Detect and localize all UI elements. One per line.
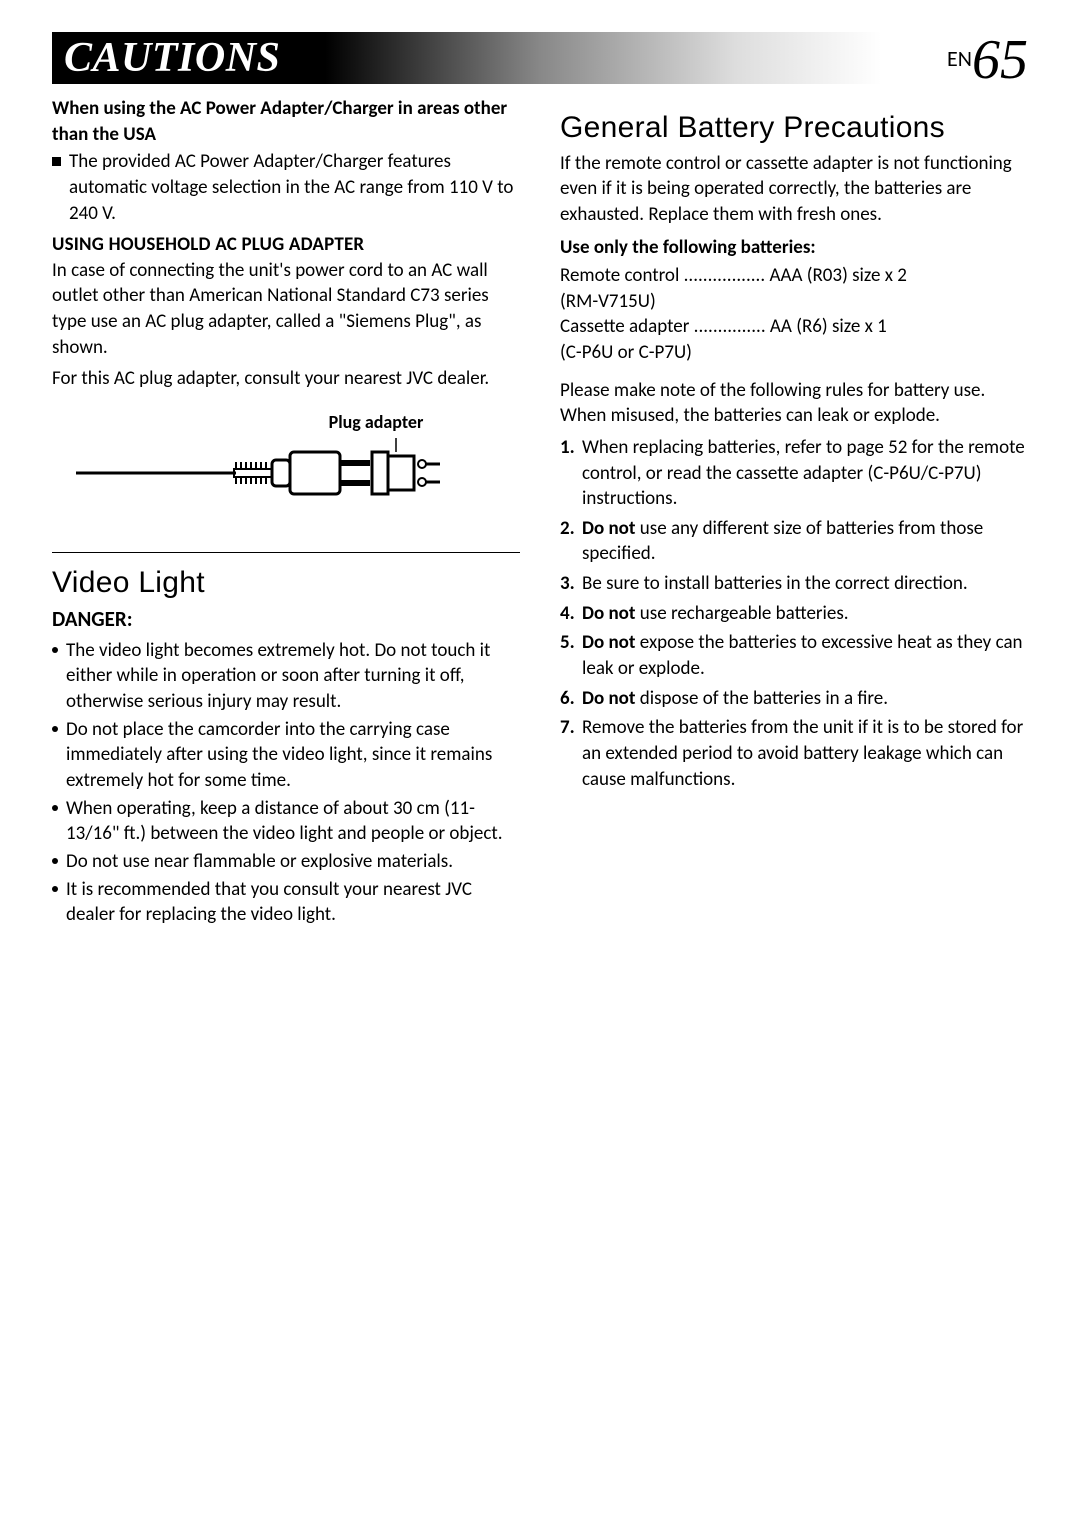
plug-paragraph-2: For this AC plug adapter, consult your n… <box>52 366 520 392</box>
cassette-dots: ............... <box>689 315 770 338</box>
rule-6: 6. Do not dispose of the batteries in a … <box>560 686 1028 712</box>
rule-7-num: 7. <box>560 715 582 741</box>
danger-item: Do not place the camcorder into the carr… <box>52 717 520 794</box>
rule-5-num: 5. <box>560 630 582 656</box>
danger-item-text: The video light becomes extremely hot. D… <box>66 638 520 715</box>
plug-adapter-heading: USING HOUSEHOLD AC PLUG ADAPTER <box>52 232 520 258</box>
page-header: CAUTIONS EN65 <box>52 32 1028 84</box>
danger-item: Do not use near flammable or explosive m… <box>52 849 520 875</box>
bullet-dot-icon <box>52 805 58 811</box>
section-divider <box>52 552 520 553</box>
remote-dots: ................. <box>679 264 769 287</box>
remote-value: AAA (R03) size x 2 <box>769 264 906 287</box>
rule-4: 4. Do not use rechargeable batteries. <box>560 601 1028 627</box>
remote-model: (RM-V715U) <box>560 289 1028 315</box>
danger-label: DANGER: <box>52 605 520 633</box>
rule-4-num: 4. <box>560 601 582 627</box>
page-lang: EN <box>947 45 972 72</box>
left-column: When using the AC Power Adapter/Charger … <box>52 96 520 930</box>
rule-5: 5. Do not expose the batteries to excess… <box>560 630 1028 681</box>
danger-item-text: When operating, keep a distance of about… <box>66 796 520 847</box>
cassette-label: Cassette adapter <box>560 315 689 338</box>
video-light-title: Video Light <box>52 563 520 604</box>
remote-spec-row: Remote control ................. AAA (R0… <box>560 263 1028 289</box>
plug-paragraph-1: In case of connecting the unit's power c… <box>52 258 520 361</box>
ac-bullet-row: The provided AC Power Adapter/Charger fe… <box>52 149 520 226</box>
page-num: 65 <box>972 29 1028 91</box>
remote-label: Remote control <box>560 264 679 287</box>
rule-7-text: Remove the batteries from the unit if it… <box>582 715 1028 792</box>
rule-2-num: 2. <box>560 516 582 542</box>
danger-item-text: Do not place the camcorder into the carr… <box>66 717 520 794</box>
bullet-dot-icon <box>52 858 58 864</box>
cassette-model: (C-P6U or C-P7U) <box>560 340 1028 366</box>
rule-5-text: Do not expose the batteries to excessive… <box>582 630 1028 681</box>
danger-item-text: Do not use near flammable or explosive m… <box>66 849 453 875</box>
rules-intro: Please make note of the following rules … <box>560 378 1028 429</box>
rule-6-num: 6. <box>560 686 582 712</box>
rule-3: 3. Be sure to install batteries in the c… <box>560 571 1028 597</box>
rule-1-text: When replacing batteries, refer to page … <box>582 435 1028 512</box>
rule-1: 1. When replacing batteries, refer to pa… <box>560 435 1028 512</box>
cassette-spec-row: Cassette adapter ............... AA (R6)… <box>560 314 1028 340</box>
danger-list: The video light becomes extremely hot. D… <box>52 638 520 928</box>
rule-1-num: 1. <box>560 435 582 461</box>
rule-4-text: Do not use rechargeable batteries. <box>582 601 849 627</box>
battery-intro: If the remote control or cassette adapte… <box>560 151 1028 228</box>
rule-3-text: Be sure to install batteries in the corr… <box>582 571 968 597</box>
plug-adapter-figure: Plug adapter <box>52 410 520 516</box>
bullet-dot-icon <box>52 726 58 732</box>
page-number: EN65 <box>947 28 1028 92</box>
rule-2: 2. Do not use any different size of batt… <box>560 516 1028 567</box>
use-only-heading: Use only the following batteries: <box>560 235 1028 261</box>
danger-item: When operating, keep a distance of about… <box>52 796 520 847</box>
plug-adapter-icon <box>76 438 496 508</box>
plug-adapter-label: Plug adapter <box>329 410 424 434</box>
rule-3-num: 3. <box>560 571 582 597</box>
ac-bullet-text: The provided AC Power Adapter/Charger fe… <box>69 149 520 226</box>
rule-2-text: Do not use any different size of batteri… <box>582 516 1028 567</box>
danger-item: The video light becomes extremely hot. D… <box>52 638 520 715</box>
danger-item-text: It is recommended that you consult your … <box>66 877 520 928</box>
square-bullet-icon <box>52 157 61 166</box>
battery-title: General Battery Precautions <box>560 108 1028 149</box>
right-column: General Battery Precautions If the remot… <box>560 96 1028 930</box>
ac-adapter-heading: When using the AC Power Adapter/Charger … <box>52 96 520 147</box>
bullet-dot-icon <box>52 647 58 653</box>
rule-7: 7. Remove the batteries from the unit if… <box>560 715 1028 792</box>
rule-6-text: Do not dispose of the batteries in a fir… <box>582 686 888 712</box>
cassette-value: AA (R6) size x 1 <box>770 315 887 338</box>
bullet-dot-icon <box>52 886 58 892</box>
header-title: CAUTIONS <box>64 32 280 84</box>
danger-item: It is recommended that you consult your … <box>52 877 520 928</box>
